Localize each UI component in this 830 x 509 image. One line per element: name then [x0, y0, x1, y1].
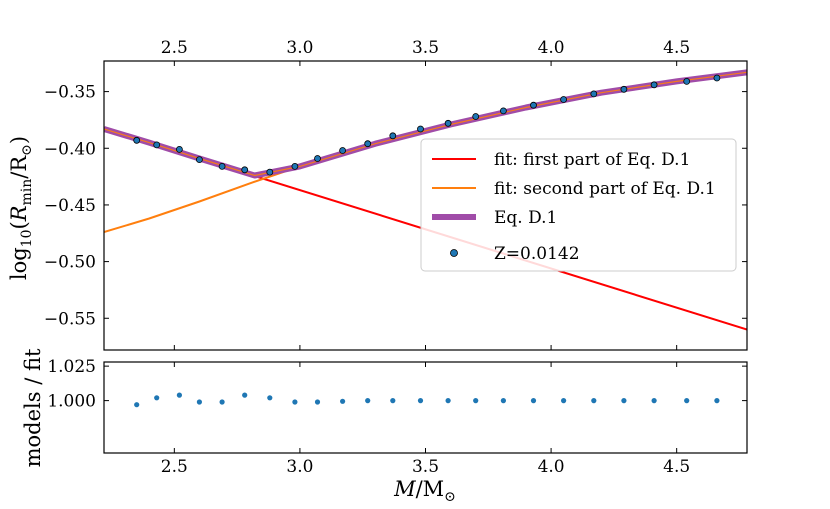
residual-point [242, 392, 248, 398]
residual-point [134, 402, 140, 408]
model-point [153, 141, 161, 149]
legend-label-second-part: fit: second part of Eq. D.1 [494, 179, 716, 199]
residual-y-axis-label-text: models / fit [21, 348, 45, 467]
residual-point [591, 398, 597, 404]
residual-y-axis-label: models / fit [21, 348, 45, 467]
ylabel-sub10: 10 [19, 229, 35, 247]
model-point [241, 166, 249, 174]
legend-box [420, 138, 737, 272]
xlabel-unit: /M [416, 477, 445, 501]
bottom-x-tick-label: 4.5 [663, 457, 690, 477]
model-point [417, 125, 424, 133]
main-ticks-group: 2.5 3.0 3.5 4.0 4.5 −0.35 −0.40 −0.45 −0.50 −0.55 [44, 38, 747, 350]
residual-point [390, 398, 396, 404]
model-point [590, 90, 598, 98]
legend: fit: first part of Eq. D.1 fit: second p… [420, 138, 737, 272]
model-point [650, 81, 658, 89]
residual-panel: 2.5 3.0 3.5 4.0 4.5 1.025 1.000 models / fit M… [21, 348, 748, 505]
residual-axes-frame [103, 361, 748, 454]
model-point [133, 136, 141, 144]
model-point [472, 113, 480, 120]
residual-points-group [134, 392, 720, 408]
model-point [389, 132, 397, 140]
main-y-tick-label: −0.40 [44, 139, 96, 159]
bottom-x-tick-label: 4.0 [538, 457, 565, 477]
legend-label-eq-d1: Eq. D.1 [494, 208, 557, 228]
main-y-tick-label: −0.55 [44, 309, 96, 329]
ylabel-var: R [7, 205, 31, 222]
residual-point [621, 398, 627, 404]
main-y-tick-label: −0.45 [44, 196, 96, 216]
model-point [713, 74, 721, 82]
bottom-x-tick-label: 2.5 [161, 457, 188, 477]
residual-y-tick-label: 1.025 [47, 357, 96, 377]
residual-point [267, 395, 273, 401]
model-point [266, 168, 274, 176]
legend-marker-z [450, 249, 458, 257]
top-x-tick-label: 3.5 [412, 38, 439, 58]
model-point [175, 145, 183, 153]
main-points-group [133, 74, 721, 176]
residual-point [561, 398, 567, 404]
main-y-axis-label-text: log10(Rmin/R⊙) [7, 136, 35, 280]
model-point [339, 147, 347, 154]
ylabel-sun: ⊙ [19, 144, 35, 156]
top-x-tick-label: 2.5 [161, 38, 188, 58]
xlabel-var: M [393, 477, 416, 501]
residual-point [154, 395, 160, 401]
residual-point [176, 392, 182, 398]
residual-point [445, 398, 451, 404]
legend-label-first-part: fit: first part of Eq. D.1 [494, 150, 690, 170]
residual-point [219, 399, 225, 405]
residual-point [340, 398, 346, 404]
ylabel-unit: /R [7, 155, 31, 179]
main-panel: 2.5 3.0 3.5 4.0 4.5 −0.35 −0.40 −0.45 −0.50 −0.55… [7, 38, 748, 351]
residual-point [365, 398, 371, 404]
residual-point [500, 398, 506, 404]
main-y-tick-label: −0.50 [44, 253, 96, 273]
residual-point [196, 399, 202, 405]
residual-point [314, 399, 321, 405]
legend-label-z: Z=0.0142 [494, 244, 580, 264]
residual-ticks-group: 2.5 3.0 3.5 4.0 4.5 1.025 1.000 [47, 357, 747, 477]
residual-point [684, 398, 690, 404]
model-point [530, 101, 537, 109]
model-point [314, 155, 321, 162]
top-x-tick-label: 4.0 [538, 38, 565, 58]
model-point [291, 162, 299, 170]
ylabel-log: log [7, 247, 31, 280]
bottom-x-tick-label: 3.0 [286, 457, 313, 477]
top-x-tick-label: 4.5 [663, 38, 690, 58]
residual-point [417, 398, 424, 404]
residual-point [292, 399, 298, 405]
model-point [364, 140, 372, 148]
model-point [218, 162, 226, 170]
model-point [683, 78, 691, 85]
residual-y-tick-label: 1.000 [47, 392, 96, 412]
main-y-tick-label: −0.35 [44, 83, 96, 103]
residual-point [714, 398, 720, 404]
ylabel-var-sub: min [19, 179, 35, 206]
main-y-axis-label: log10(Rmin/R⊙) [7, 136, 35, 280]
x-axis-label: M/M⊙ [393, 477, 456, 505]
model-point [499, 107, 507, 115]
residual-point [530, 398, 537, 404]
model-point [620, 85, 628, 93]
top-x-tick-label: 3.0 [286, 38, 313, 58]
model-point [195, 156, 203, 164]
xlabel-sun: ⊙ [444, 489, 456, 505]
bottom-x-tick-label: 3.5 [412, 457, 439, 477]
model-point [560, 96, 567, 103]
residual-point [473, 398, 479, 404]
residual-point [651, 398, 657, 404]
model-point [444, 119, 452, 127]
